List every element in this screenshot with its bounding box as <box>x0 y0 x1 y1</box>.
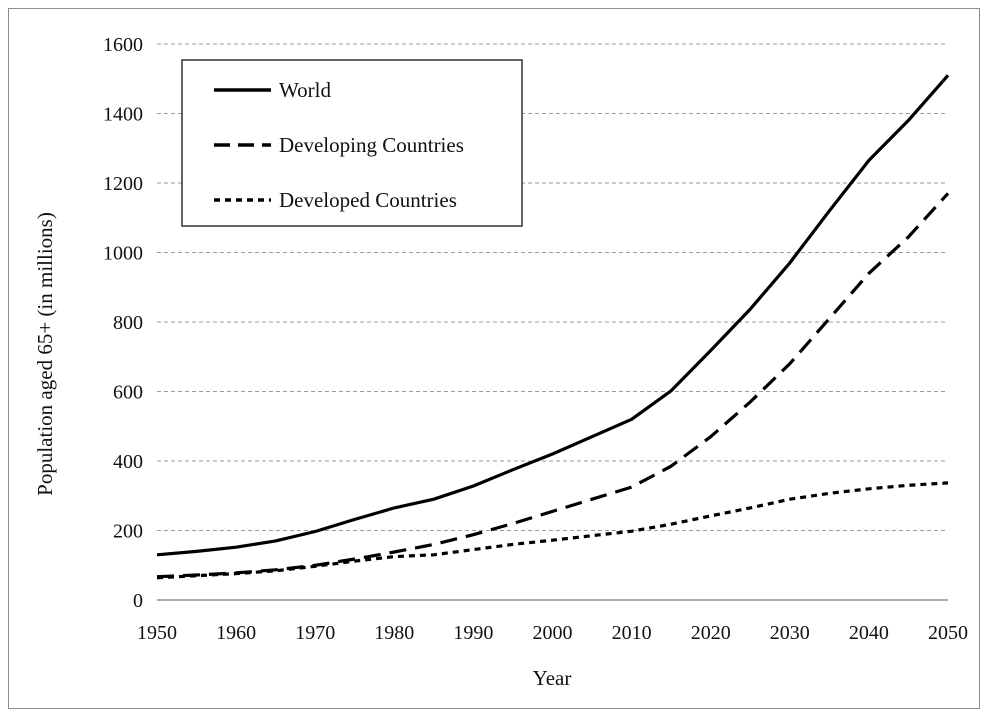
x-tick-label: 1980 <box>374 622 414 644</box>
series-line-developing-countries <box>156 192 950 579</box>
legend-label-developed: Developed Countries <box>279 188 457 212</box>
x-tick-label: 1950 <box>137 622 177 644</box>
y-tick-label: 400 <box>113 451 143 473</box>
gridlines <box>157 43 948 531</box>
x-tick-label: 2000 <box>533 622 573 644</box>
y-tick-label: 1600 <box>103 34 143 56</box>
y-tick-label: 200 <box>113 521 143 543</box>
y-axis-title: Population aged 65+ (in millions) <box>33 212 57 496</box>
legend: World Developing Countries Developed Cou… <box>181 59 523 227</box>
x-tick-label: 2020 <box>691 622 731 644</box>
y-tick-label: 1200 <box>103 173 143 195</box>
chart-frame: 0 200 400 600 800 1000 1200 1400 1600 1950 1960 19… <box>8 8 980 709</box>
x-tick-labels: 1950 1960 1970 1980 1990 2000 2010 2020 2030 2040… <box>137 622 968 644</box>
series-line-world <box>156 74 950 557</box>
y-tick-label: 600 <box>113 382 143 404</box>
y-tick-labels: 0 200 400 600 800 1000 1200 1400 1600 <box>103 34 143 612</box>
series-line-developed-countries <box>156 481 949 580</box>
x-tick-label: 2040 <box>849 622 889 644</box>
legend-label-developing: Developing Countries <box>279 133 464 157</box>
legend-label-world: World <box>279 78 331 102</box>
y-tick-label: 800 <box>113 312 143 334</box>
x-tick-label: 2030 <box>770 622 810 644</box>
y-tick-label: 0 <box>133 590 143 612</box>
x-tick-label: 2010 <box>612 622 652 644</box>
x-tick-label: 1970 <box>295 622 335 644</box>
series-lines <box>156 74 950 580</box>
x-axis-title: Year <box>533 666 572 690</box>
x-tick-label: 1990 <box>453 622 493 644</box>
x-tick-label: 2050 <box>928 622 968 644</box>
y-tick-label: 1000 <box>103 243 143 265</box>
y-tick-label: 1400 <box>103 104 143 126</box>
x-tick-label: 1960 <box>216 622 256 644</box>
